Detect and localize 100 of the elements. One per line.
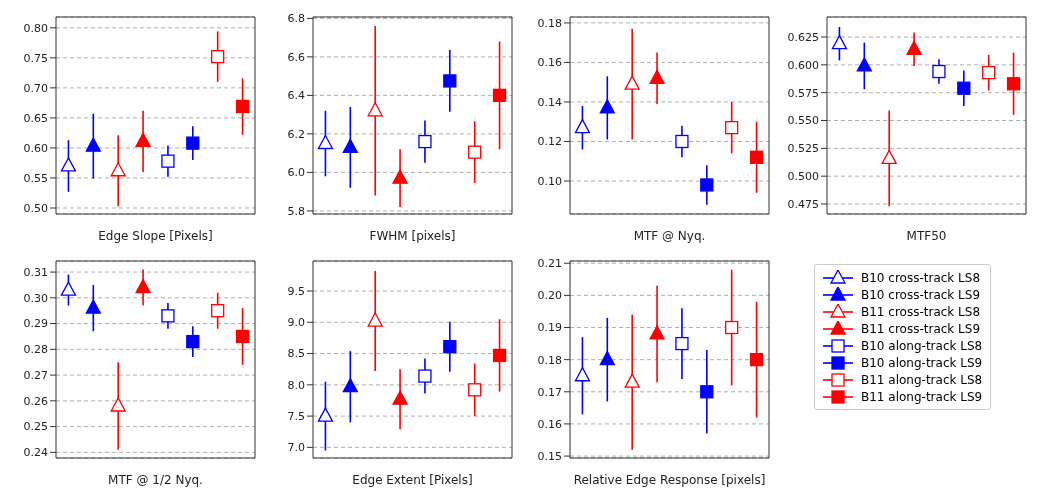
point [982,66,996,80]
point [60,281,77,296]
y-tick-label: 0.600 [787,58,819,72]
point [392,169,408,184]
x-axis-title: Edge Slope [Pixels] [98,229,213,243]
y-tick-label: 0.25 [23,420,48,434]
legend-label: B10 along-track LS8 [861,338,983,353]
y-tick-label: 6.4 [287,89,305,103]
point [906,40,922,55]
y-tick-label: 0.525 [787,142,819,156]
point [317,407,334,422]
point [135,132,151,147]
point [624,75,640,90]
point [881,149,897,164]
y-tick-label: 0.15 [537,449,562,463]
point [700,385,714,399]
point [725,121,739,135]
y-tick-label: 0.575 [787,86,819,100]
y-tick-label: 5.8 [287,204,305,218]
point [317,134,334,150]
y-tick-label: 0.500 [787,170,819,184]
point [161,154,175,168]
point [831,35,848,50]
y-tick-label: 0.55 [23,171,48,185]
legend-label: B10 along-track LS9 [861,355,983,370]
point [110,162,126,177]
point [418,134,432,149]
point [211,304,225,318]
y-tick-label: 0.625 [787,30,819,44]
point [574,367,591,382]
point [342,378,358,393]
point [599,351,615,366]
y-tick-label: 0.18 [537,16,562,30]
point [725,320,739,335]
x-axis-title: Edge Extent [Pixels] [352,473,473,487]
point [599,99,615,114]
y-tick-label: 6.0 [287,166,305,180]
point [186,136,200,150]
point [211,49,225,64]
y-tick-label: 0.10 [537,174,562,188]
y-tick-label: 0.60 [23,141,48,155]
legend-label: B11 along-track LS9 [861,389,983,404]
y-tick-label: 9.5 [287,284,305,298]
point [492,88,507,103]
point [749,150,764,164]
point [749,353,764,367]
y-tick-label: 0.17 [537,385,562,399]
y-tick-label: 8.5 [287,347,305,361]
point [85,137,101,152]
legend-label: B11 cross-track LS8 [861,304,981,319]
legend-label: B10 cross-track LS9 [861,287,981,302]
point [492,348,507,363]
point [468,383,482,397]
y-tick-label: 0.550 [787,114,819,128]
y-tick-label: 0.80 [23,21,48,35]
y-tick-label: 8.0 [287,378,305,392]
point [342,138,358,154]
point [675,134,689,149]
y-tick-label: 0.30 [23,291,48,305]
y-tick-label: 7.5 [287,410,305,423]
point [235,99,250,114]
y-tick-label: 0.12 [537,135,562,149]
point [60,157,77,172]
point [85,299,101,314]
point [161,309,175,323]
point [135,278,151,294]
point [392,390,408,405]
point [957,81,971,95]
legend-label: B10 cross-track LS8 [861,270,981,285]
point [468,145,482,159]
y-tick-label: 6.2 [287,127,305,141]
y-tick-label: 0.27 [23,368,48,382]
y-tick-label: 0.50 [23,201,48,215]
y-tick-label: 0.31 [23,265,48,279]
point [1006,77,1021,91]
y-tick-label: 0.70 [23,81,48,95]
legend-label: B11 along-track LS8 [861,372,983,387]
y-tick-label: 6.8 [287,12,305,26]
y-tick-label: 0.20 [537,289,562,303]
y-tick-label: 0.21 [537,257,562,271]
y-tick-label: 0.14 [537,95,562,109]
point [574,119,591,134]
y-tick-label: 0.28 [23,343,48,357]
point [418,369,432,383]
point [443,340,457,354]
y-tick-label: 0.16 [537,417,562,431]
point [367,102,383,117]
x-axis-title: MTF50 [906,229,947,243]
y-tick-label: 0.65 [23,111,48,125]
y-tick-label: 0.24 [23,446,48,460]
point [856,57,872,72]
legend-label: B11 cross-track LS9 [861,321,981,336]
y-tick-label: 6.6 [287,50,305,64]
y-tick-label: 0.75 [23,51,48,65]
point [624,373,640,388]
point [675,336,689,351]
y-tick-label: 0.18 [537,353,562,367]
y-tick-label: 0.29 [23,317,48,331]
point [932,64,946,79]
point [700,178,714,192]
